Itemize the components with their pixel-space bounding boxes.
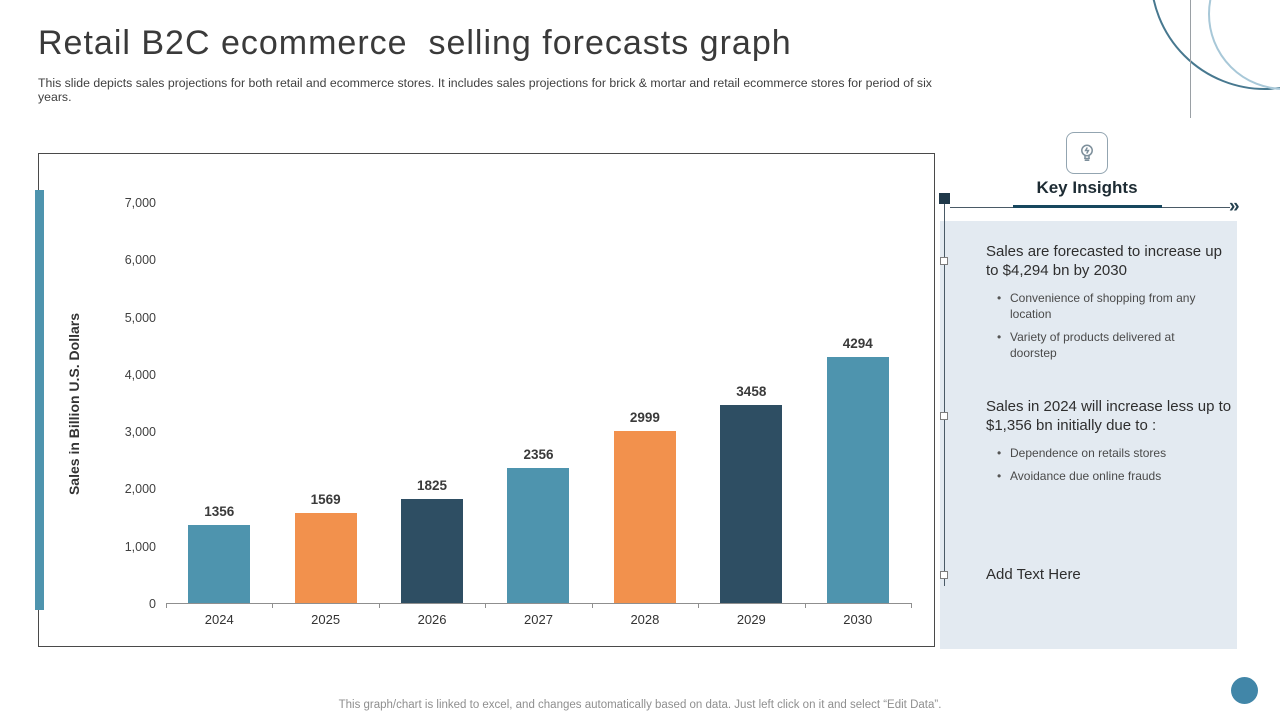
x-axis-tick-mark: [804, 603, 806, 608]
bar-slot-2025: 1569: [272, 492, 378, 603]
x-axis-tick-mark: [698, 603, 700, 608]
y-tick-label: 0: [149, 597, 156, 611]
x-axis-labels: 2024 2025 2026 2027 2028 2029 2030: [166, 612, 911, 627]
bar-2030: [826, 357, 889, 603]
y-tick-label: 5,000: [124, 310, 156, 325]
bar-value-label: 1825: [417, 477, 448, 493]
y-tick-label: 1,000: [124, 539, 156, 554]
y-axis-title-text: Sales in Billion U.S. Dollars: [66, 312, 82, 495]
bar-2026: [401, 498, 464, 603]
plot-area: 0 1,000 2,000 3,000 4,000 5,000 6,000 7,000 135…: [125, 196, 912, 627]
bar-slot-2029: 3458: [698, 384, 804, 603]
insight-title: Sales in 2024 will increase less up to $…: [986, 398, 1232, 434]
page-title: Retail B2C ecommerce selling forecasts g…: [38, 24, 792, 62]
key-insights-underline: [1013, 205, 1162, 208]
x-axis-ticks: [166, 603, 912, 608]
x-axis-tick-mark: [378, 603, 380, 608]
x-tick-label: 2024: [204, 612, 234, 627]
x-tick-label: 2027: [524, 612, 553, 627]
insight-bullet: Dependence on retails stores: [997, 445, 1238, 461]
footer-note: This graph/chart is linked to excel, and…: [338, 699, 942, 711]
x-tick-label: 2026: [417, 612, 447, 627]
x-tick-label: 2025: [311, 612, 341, 627]
y-tick-label: 2,000: [124, 482, 156, 497]
add-text-placeholder[interactable]: Add Text Here: [986, 566, 1081, 583]
bars-group: 1356 1569 1825 2356 2999 3458 4294: [166, 203, 911, 603]
bar-2028: [613, 431, 676, 603]
timeline-vertical-line: [944, 204, 945, 586]
insight-bullet: Variety of products delivered at doorste…: [997, 329, 1238, 361]
x-tick-label: 2029: [736, 612, 766, 627]
decorative-vertical-line: [1190, 0, 1191, 118]
bar-slot-2027: 2356: [485, 447, 591, 603]
bar-slot-2030: 4294: [805, 336, 911, 603]
bar-slot-2026: 1825: [379, 477, 485, 603]
bar-2027: [507, 468, 570, 603]
y-axis-title: Sales in Billion U.S. Dollars: [63, 203, 85, 604]
bar-2029: [720, 404, 783, 603]
bar-value-label: 1356: [204, 504, 235, 520]
x-axis-tick-mark: [911, 603, 912, 608]
bar-value-label: 2356: [523, 447, 554, 462]
y-tick-label: 3,000: [124, 425, 156, 440]
insight-item-3: Add Text Here: [986, 566, 1238, 585]
x-tick-label: 2028: [630, 612, 660, 627]
bar-value-label: 3458: [736, 383, 767, 399]
bar-value-label: 1569: [310, 492, 341, 508]
insight-title: Sales are forecasted to increase up to $…: [986, 243, 1222, 279]
x-axis-tick-mark: [272, 603, 274, 608]
insight-bullet-list: Dependence on retails stores Avoidance d…: [986, 445, 1238, 485]
x-axis-tick-mark: [591, 603, 593, 608]
bar-2024: [188, 525, 251, 603]
bar-slot-2024: 1356: [166, 504, 272, 603]
insight-item-1: Sales are forecasted to increase up to $…: [986, 243, 1238, 368]
timeline-marker-3: [940, 571, 948, 579]
y-tick-label: 6,000: [124, 253, 156, 268]
insight-bullet-list: Convenience of shopping from any locatio…: [986, 290, 1238, 362]
x-axis-tick-mark: [485, 603, 487, 608]
lightbulb-icon: [1066, 132, 1108, 174]
chart-area[interactable]: Sales in Billion U.S. Dollars 0 1,000 2,00…: [35, 153, 935, 647]
bar-slot-2028: 2999: [592, 410, 698, 603]
y-tick-label: 7,000: [124, 196, 156, 210]
x-tick-label: 2030: [843, 612, 873, 627]
x-axis-tick-mark: [166, 603, 167, 608]
y-tick-label: 4,000: [124, 367, 156, 382]
insight-bullet: Avoidance due online frauds: [997, 468, 1238, 484]
y-axis-ticks: 0 1,000 2,000 3,000 4,000 5,000 6,000 7,000: [94, 196, 156, 611]
bar-value-label: 4294: [842, 336, 873, 351]
timeline-marker-2: [940, 412, 948, 420]
page-subtitle: This slide depicts sales projections for…: [38, 76, 932, 104]
bar-value-label: 2999: [629, 410, 660, 426]
decorative-corner-dot: [1231, 677, 1258, 704]
chart-accent-bar: [35, 190, 44, 610]
insight-bullet: Convenience of shopping from any locatio…: [997, 290, 1238, 322]
key-insights-heading: Key Insights: [1036, 178, 1138, 197]
timeline-start-marker: [939, 193, 950, 204]
insight-item-2: Sales in 2024 will increase less up to $…: [986, 398, 1238, 491]
timeline-marker-1: [940, 257, 948, 265]
timeline-arrow-icon: »: [1229, 196, 1240, 217]
bar-2025: [294, 513, 357, 603]
